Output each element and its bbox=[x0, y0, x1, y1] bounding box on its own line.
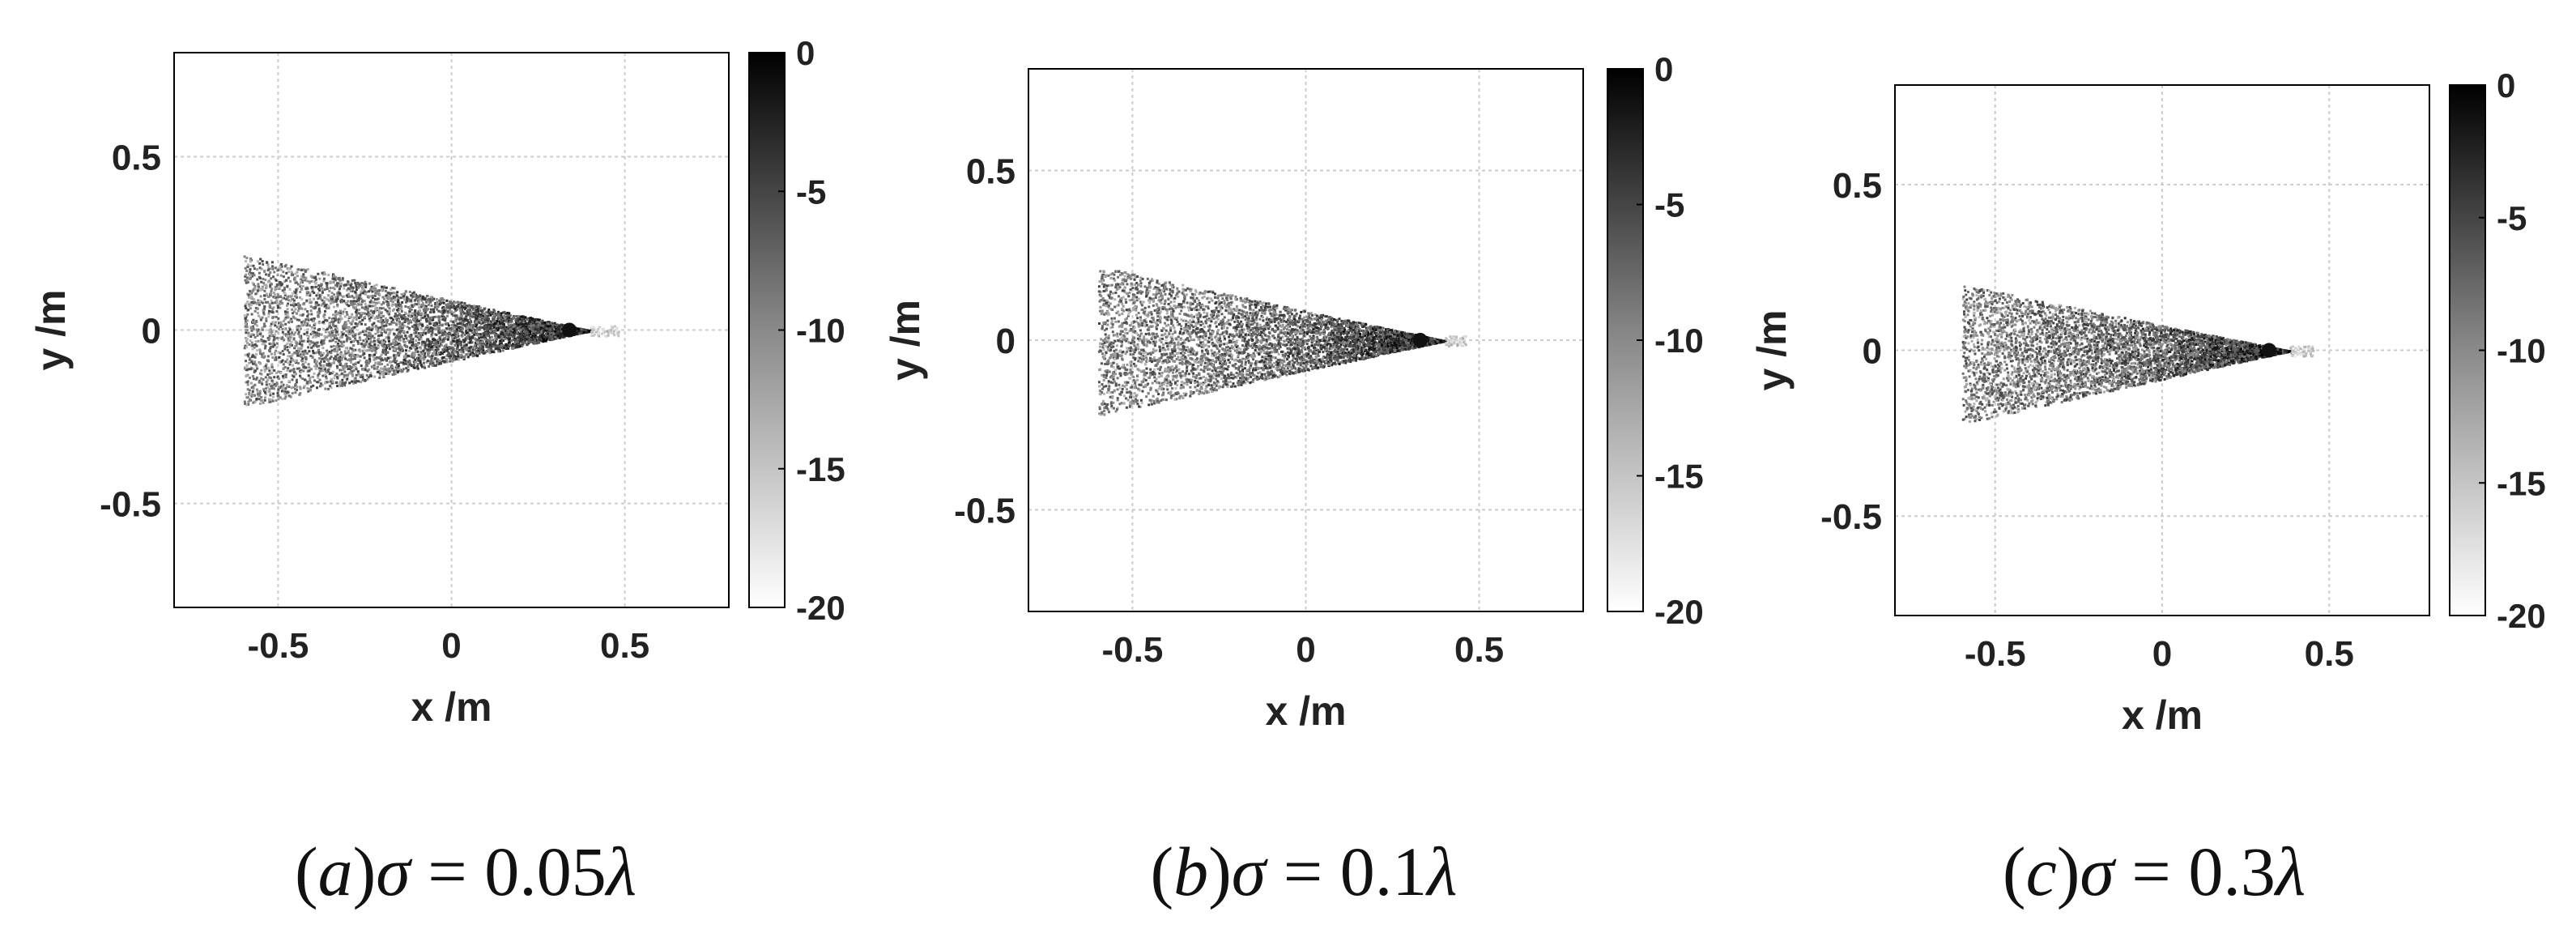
caption-open: ( bbox=[295, 833, 318, 910]
colorbar-tick-label: 0 bbox=[1654, 50, 1673, 88]
y-tick-label: 0.5 bbox=[1833, 166, 1882, 206]
y-tick-label: 0.5 bbox=[112, 138, 161, 177]
y-tick-label: 0 bbox=[996, 322, 1015, 361]
panel-c: -0.5 0 0.5 0.5 0 -0.5 x /m y /m 0 -5 -10 -15 -20 (c)σ… bbox=[1749, 66, 2546, 910]
colorbar-tick-label: -5 bbox=[1654, 186, 1684, 224]
caption-close: ) bbox=[1208, 833, 1232, 910]
panel-caption: (b)σ = 0.1λ bbox=[1151, 833, 1458, 910]
x-tick-label: -0.5 bbox=[1102, 630, 1164, 670]
caption-unit: λ bbox=[1424, 833, 1457, 910]
caption-open: ( bbox=[2003, 833, 2026, 910]
intensity-peak bbox=[1413, 333, 1428, 347]
x-tick-label: -0.5 bbox=[248, 626, 309, 666]
x-axis-label: x /m bbox=[1265, 688, 1346, 734]
y-tick-label: 0 bbox=[142, 312, 161, 351]
colorbar-tick-label: 0 bbox=[2497, 66, 2515, 104]
y-axis-label: y /m bbox=[1749, 309, 1795, 390]
x-tick-label: 0 bbox=[2152, 634, 2172, 674]
x-tick-label: 0.5 bbox=[1454, 630, 1504, 670]
colorbar-tick-label: -20 bbox=[1654, 593, 1704, 631]
x-tick-label: 0 bbox=[1296, 630, 1315, 670]
x-tick-label: 0 bbox=[441, 626, 461, 666]
colorbar-tick-label: -10 bbox=[1654, 322, 1704, 360]
caption-letter: a bbox=[318, 833, 353, 910]
caption-value: 0.05 bbox=[484, 833, 607, 910]
colorbar-tick-label: -15 bbox=[2497, 464, 2546, 502]
y-tick-label: -0.5 bbox=[954, 491, 1015, 530]
caption-equals: = bbox=[411, 833, 485, 910]
caption-symbol: σ bbox=[1232, 833, 1269, 910]
colorbar-tick-label: -5 bbox=[796, 173, 826, 211]
caption-letter: c bbox=[2026, 833, 2057, 910]
caption-symbol: σ bbox=[2080, 833, 2117, 910]
colorbar-tick-label: -15 bbox=[796, 450, 845, 488]
panel-caption: (c)σ = 0.3λ bbox=[2003, 833, 2306, 910]
caption-equals: = bbox=[2114, 833, 2189, 910]
colorbar-tick-label: -10 bbox=[796, 312, 845, 350]
x-tick-label: 0.5 bbox=[2305, 634, 2354, 674]
y-tick-label: -0.5 bbox=[1820, 497, 1882, 537]
caption-value: 0.3 bbox=[2188, 833, 2276, 910]
x-axis-label: x /m bbox=[2122, 692, 2203, 738]
caption-value: 0.1 bbox=[1340, 833, 1428, 910]
intensity-peak bbox=[562, 323, 577, 338]
colorbar-tick-label: -15 bbox=[1654, 458, 1704, 496]
panel-b: -0.5 0 0.5 0.5 0 -0.5 x /m y /m 0 -5 -10 -15 -20 (b)σ… bbox=[883, 50, 1704, 910]
x-tick-label: 0.5 bbox=[600, 626, 649, 666]
colorbar-tick-label: -20 bbox=[796, 589, 845, 627]
y-axis-label: y /m bbox=[28, 289, 74, 370]
colorbar-tick-label: -5 bbox=[2497, 199, 2527, 237]
y-tick-label: -0.5 bbox=[100, 485, 161, 525]
caption-open: ( bbox=[1151, 833, 1174, 910]
y-tick-label: 0.5 bbox=[966, 152, 1015, 192]
panel-a: -0.5 0 0.5 0.5 0 -0.5 x /m y /m 0 -5 -10 -15 -20 (a)σ… bbox=[28, 34, 845, 910]
caption-close: ) bbox=[2057, 833, 2080, 910]
colorbar-tick-label: 0 bbox=[796, 34, 815, 72]
caption-close: ) bbox=[353, 833, 377, 910]
y-tick-label: 0 bbox=[1863, 332, 1882, 372]
x-tick-label: -0.5 bbox=[1965, 634, 2026, 674]
panel-caption: (a)σ = 0.05λ bbox=[295, 833, 637, 910]
caption-unit: λ bbox=[604, 833, 637, 910]
caption-letter: b bbox=[1173, 833, 1208, 910]
caption-unit: λ bbox=[2273, 833, 2306, 910]
caption-equals: = bbox=[1266, 833, 1340, 910]
colorbar-tick-label: -10 bbox=[2497, 332, 2546, 370]
x-axis-label: x /m bbox=[411, 684, 492, 730]
intensity-peak bbox=[2262, 343, 2276, 358]
caption-symbol: σ bbox=[376, 833, 413, 910]
colorbar-tick-label: -20 bbox=[2497, 597, 2546, 635]
y-axis-label: y /m bbox=[883, 300, 928, 381]
